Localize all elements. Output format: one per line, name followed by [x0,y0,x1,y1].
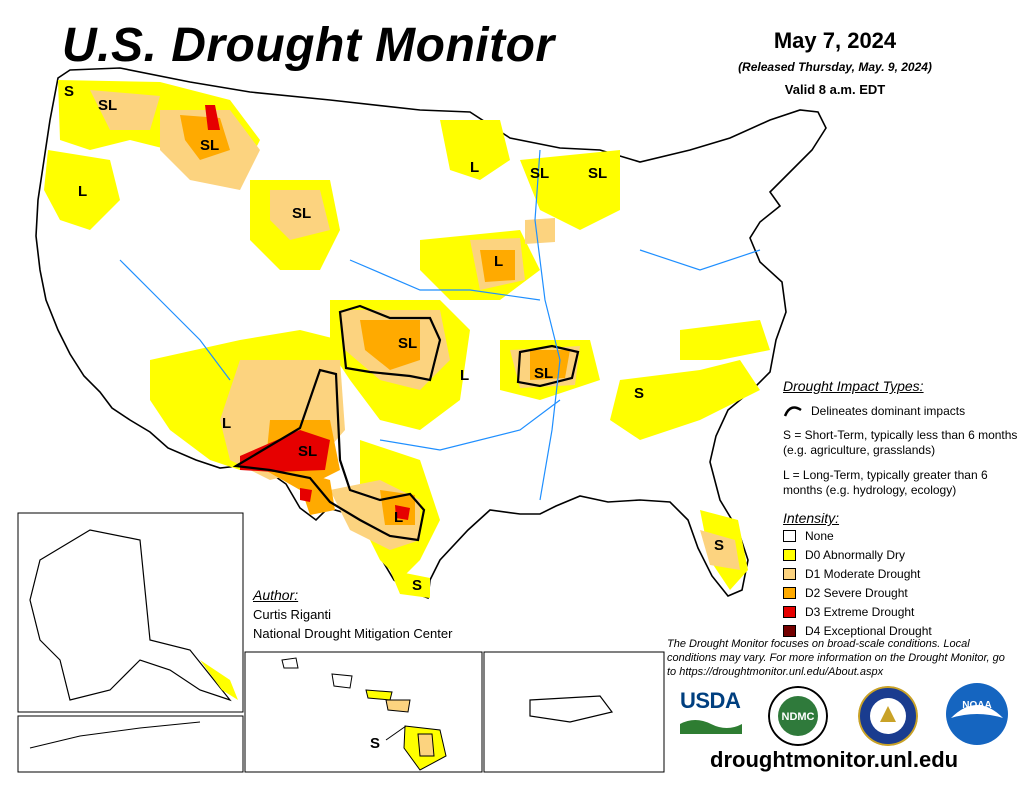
label-sl-wy: SL [292,205,311,222]
label-sl-nm: SL [298,443,317,460]
impact-legend-title: Drought Impact Types: [783,378,924,394]
impact-lines [232,304,580,542]
valid-time: Valid 8 a.m. EDT [784,82,886,97]
hawaii-islands [281,657,447,771]
map-date: May 7, 2024 [773,28,897,53]
label-l-ia: L [494,253,503,270]
disclaimer: The Drought Monitor focuses on broad-sca… [667,638,1005,678]
intensity-item: D3 Extreme Drought [783,603,1018,621]
impact-line-label: Delineates dominant impacts [811,404,966,418]
usda-logo-text: USDA [680,688,741,713]
label-sl-ar: SL [534,365,553,382]
alaska-outline [29,529,232,702]
label-s-hi: S [370,735,380,752]
svg-text:NOAA: NOAA [962,700,991,711]
label-sl-mi: SL [588,165,607,182]
ndmc-logo: NDMC [768,686,828,746]
intensity-swatch [783,587,796,599]
map-title: U.S. Drought Monitor [62,19,555,72]
intensity-label: D4 Exceptional Drought [805,624,932,638]
label-s-tx: S [412,577,422,594]
label-s-nc: S [634,385,644,402]
date-block: May 7, 2024 (Released Thursday, May. 9, … [680,28,990,97]
puerto-rico-inset-frame [483,651,665,773]
label-s-fl: S [714,537,724,554]
puerto-rico-outline [529,695,614,723]
author-block: Author: Curtis Riganti National Drought … [253,586,452,643]
intensity-swatch [783,625,796,637]
author-name: Curtis Riganti [253,607,332,622]
intensity-swatch [783,568,796,580]
intensity-item: D1 Moderate Drought [783,565,1018,583]
release-date: (Released Thursday, May. 9, 2024) [738,60,932,74]
intensity-swatch [783,530,796,542]
label-l-or: L [78,183,87,200]
intensity-swatch [783,606,796,618]
website-url: droughtmonitor.unl.edu [710,747,959,772]
label-l-mn: L [470,159,479,176]
intensity-title: Intensity: [783,510,840,526]
intensity-label: D1 Moderate Drought [805,567,921,581]
intensity-label: D3 Extreme Drought [805,605,915,619]
legend: Drought Impact Types: Delineates dominan… [783,378,1018,640]
hawaii-inset-frame [244,651,483,773]
impact-line-legend: Delineates dominant impacts [783,404,1018,418]
label-s-wa: S [64,83,74,100]
alaska-inset-frame [17,512,244,713]
usda-logo: USDA [680,688,742,736]
intensity-label: D0 Abnormally Dry [805,548,906,562]
long-term-def: L = Long-Term, typically greater than 6 … [783,468,988,497]
rivers [119,149,761,501]
label-sl-nw: SL [98,97,117,114]
intensity-item: D0 Abnormally Dry [783,546,1018,564]
author-org: National Drought Mitigation Center [253,626,453,641]
intensity-label: D2 Severe Drought [805,586,908,600]
impact-line-icon [783,406,802,417]
intensity-item: D4 Exceptional Drought [783,622,1018,640]
short-term-def: S = Short-Term, typically less than 6 mo… [783,428,1018,457]
commerce-seal-icon [858,686,918,746]
label-l-az: L [222,415,231,432]
d3-areas [205,105,410,520]
label-l-tx: L [394,509,403,526]
intensity-swatch [783,549,796,561]
intensity-item: D2 Severe Drought [783,584,1018,602]
intensity-label: None [805,529,834,543]
intensity-list: None D0 Abnormally Dry D1 Moderate Drought… [783,527,1018,640]
label-l-ok: L [460,367,469,384]
usda-wave-icon [680,720,742,734]
author-title: Author: [253,587,299,603]
noaa-logo: NOAA [946,683,1008,745]
label-sl-ks: SL [398,335,417,352]
aleutian-inset-frame [17,715,244,773]
intensity-item: None [783,527,1018,545]
label-sl-mt: SL [200,137,219,154]
label-sl-wi: SL [530,165,549,182]
svg-text:NDMC: NDMC [782,711,815,723]
